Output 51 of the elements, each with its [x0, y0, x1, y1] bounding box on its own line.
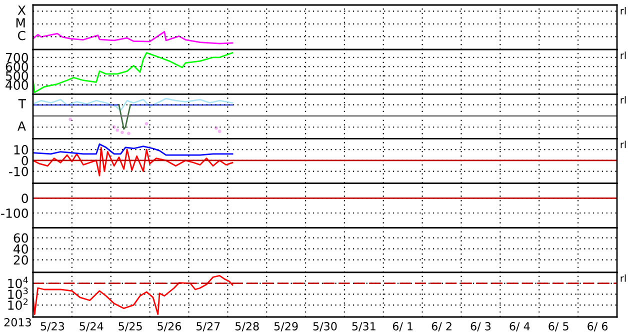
- x-tick-label: 5/31: [352, 322, 376, 332]
- y-tick-label: 10$^{2}$: [8, 298, 28, 310]
- line-series: [33, 146, 234, 176]
- text: 2013: [4, 318, 31, 326]
- y-tick-label: 60: [14, 233, 28, 243]
- x-tick-label: 5/28: [236, 322, 259, 332]
- point: [144, 122, 148, 126]
- x-tick-label: 5/25: [118, 322, 142, 332]
- x-tick-label: 5/23: [40, 322, 64, 332]
- y-tick-label: 0: [22, 194, 28, 204]
- y-tick-label: 0: [22, 156, 28, 166]
- x-tick-label: 5/27: [196, 322, 220, 332]
- point: [68, 118, 72, 122]
- text: rl: [620, 140, 626, 148]
- text: C: [18, 30, 26, 40]
- x-tick-label: 6/ 1: [392, 322, 413, 332]
- text: rl: [620, 6, 626, 14]
- line-series: [33, 143, 234, 156]
- y-tick-label: -10: [9, 166, 28, 176]
- text: X: [18, 6, 26, 15]
- x-tick-label: 6/ 3: [470, 322, 491, 332]
- text: T: [18, 99, 26, 108]
- text: A: [18, 121, 26, 131]
- y-tick-label: -100: [1, 208, 28, 218]
- y-tick-label: 10$^{3}$: [8, 288, 28, 300]
- point: [127, 132, 130, 136]
- line-series: [33, 275, 234, 316]
- x-tick-label: 6/ 4: [510, 322, 530, 332]
- y-tick-label: 20: [14, 255, 28, 265]
- x-tick-label: 6/ 6: [588, 322, 608, 332]
- y-tick-label: 400: [6, 80, 28, 90]
- y-tick-label: 700: [6, 52, 28, 62]
- text: rl: [620, 96, 626, 104]
- x-tick-label: 6/ 5: [548, 322, 568, 332]
- point: [116, 128, 120, 132]
- y-tick-label: 500: [6, 71, 28, 81]
- line-series: [33, 52, 234, 93]
- x-tick-label: 5/29: [274, 322, 298, 332]
- x-tick-label: 5/30: [313, 322, 337, 332]
- text: rl: [620, 52, 626, 59]
- y-tick-label: 10: [14, 145, 28, 155]
- point: [120, 130, 124, 134]
- x-tick-label: 6/ 2: [432, 322, 452, 332]
- y-tick-label: 10$^{4}$: [8, 276, 28, 288]
- text: rl: [620, 274, 626, 282]
- y-tick-label: 40: [14, 244, 28, 254]
- text: M: [16, 18, 25, 28]
- x-tick-label: 5/24: [80, 322, 104, 332]
- y-tick-label: 600: [6, 62, 28, 72]
- point: [218, 130, 222, 134]
- x-tick-label: 5/26: [158, 322, 182, 332]
